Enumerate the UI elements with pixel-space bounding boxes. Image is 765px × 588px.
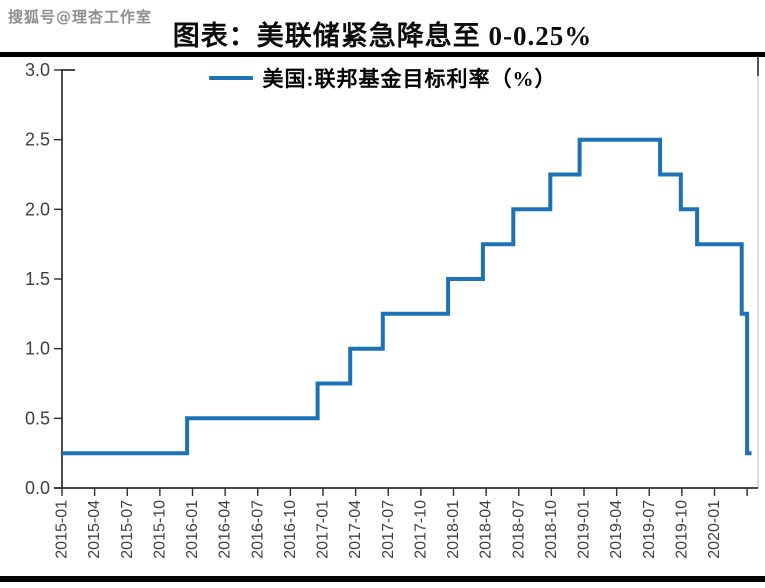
x-axis-tick-label: 2017-04 bbox=[347, 500, 364, 559]
x-axis-tick-label: 2017-10 bbox=[412, 500, 429, 559]
bottom-rule bbox=[0, 576, 765, 582]
x-axis-tick-label: 2017-01 bbox=[315, 500, 332, 559]
x-axis-tick-label: 2018-01 bbox=[445, 500, 462, 559]
x-axis-tick-label: 2019-07 bbox=[641, 500, 658, 559]
x-axis-tick-label: 2016-10 bbox=[282, 500, 299, 559]
x-axis-tick-label: 2015-10 bbox=[151, 500, 168, 559]
x-axis-tick-label: 2018-10 bbox=[543, 500, 560, 559]
chart-legend: 美国:联邦基金目标利率（%） bbox=[0, 63, 765, 93]
y-axis-tick-label: 0.0 bbox=[25, 478, 50, 498]
x-axis-tick-label: 2015-07 bbox=[119, 500, 136, 559]
x-axis-tick-label: 2015-04 bbox=[86, 500, 103, 559]
y-axis-tick-label: 1.0 bbox=[25, 339, 50, 359]
legend-line-swatch bbox=[208, 76, 253, 80]
y-axis-tick-label: 3.0 bbox=[25, 60, 50, 80]
title-divider-rule bbox=[0, 52, 765, 57]
x-axis-tick-label: 2019-01 bbox=[576, 500, 593, 559]
x-axis-tick-label: 2019-10 bbox=[673, 500, 690, 559]
y-axis-tick-label: 2.0 bbox=[25, 199, 50, 219]
x-axis-tick-label: 2016-07 bbox=[249, 500, 266, 559]
y-axis bbox=[61, 69, 75, 488]
y-axis-tick-label: 1.5 bbox=[25, 269, 50, 289]
x-axis-tick-label: 2016-01 bbox=[184, 500, 201, 559]
page-title: 图表：美联储紧急降息至 0-0.25% bbox=[172, 21, 593, 51]
fed-funds-target-rate-line bbox=[62, 137, 752, 456]
watermark: 搜狐号@理杏工作室 bbox=[8, 8, 153, 26]
x-axis-tick-label: 2018-07 bbox=[510, 500, 527, 559]
x-axis-tick-label: 2015-01 bbox=[54, 500, 71, 559]
x-axis-tick-label: 2018-04 bbox=[478, 500, 495, 559]
y-axis-tick-label: 2.5 bbox=[25, 130, 50, 150]
x-axis-tick-label: 2020-01 bbox=[706, 500, 723, 559]
legend-series-label: 美国:联邦基金目标利率（%） bbox=[262, 67, 557, 91]
x-axis-tick-label: 2017-07 bbox=[380, 500, 397, 559]
x-axis-tick-label: 2019-04 bbox=[608, 500, 625, 559]
x-axis-tick-label: 2016-04 bbox=[217, 500, 234, 559]
y-axis-tick-label: 0.5 bbox=[25, 408, 50, 428]
